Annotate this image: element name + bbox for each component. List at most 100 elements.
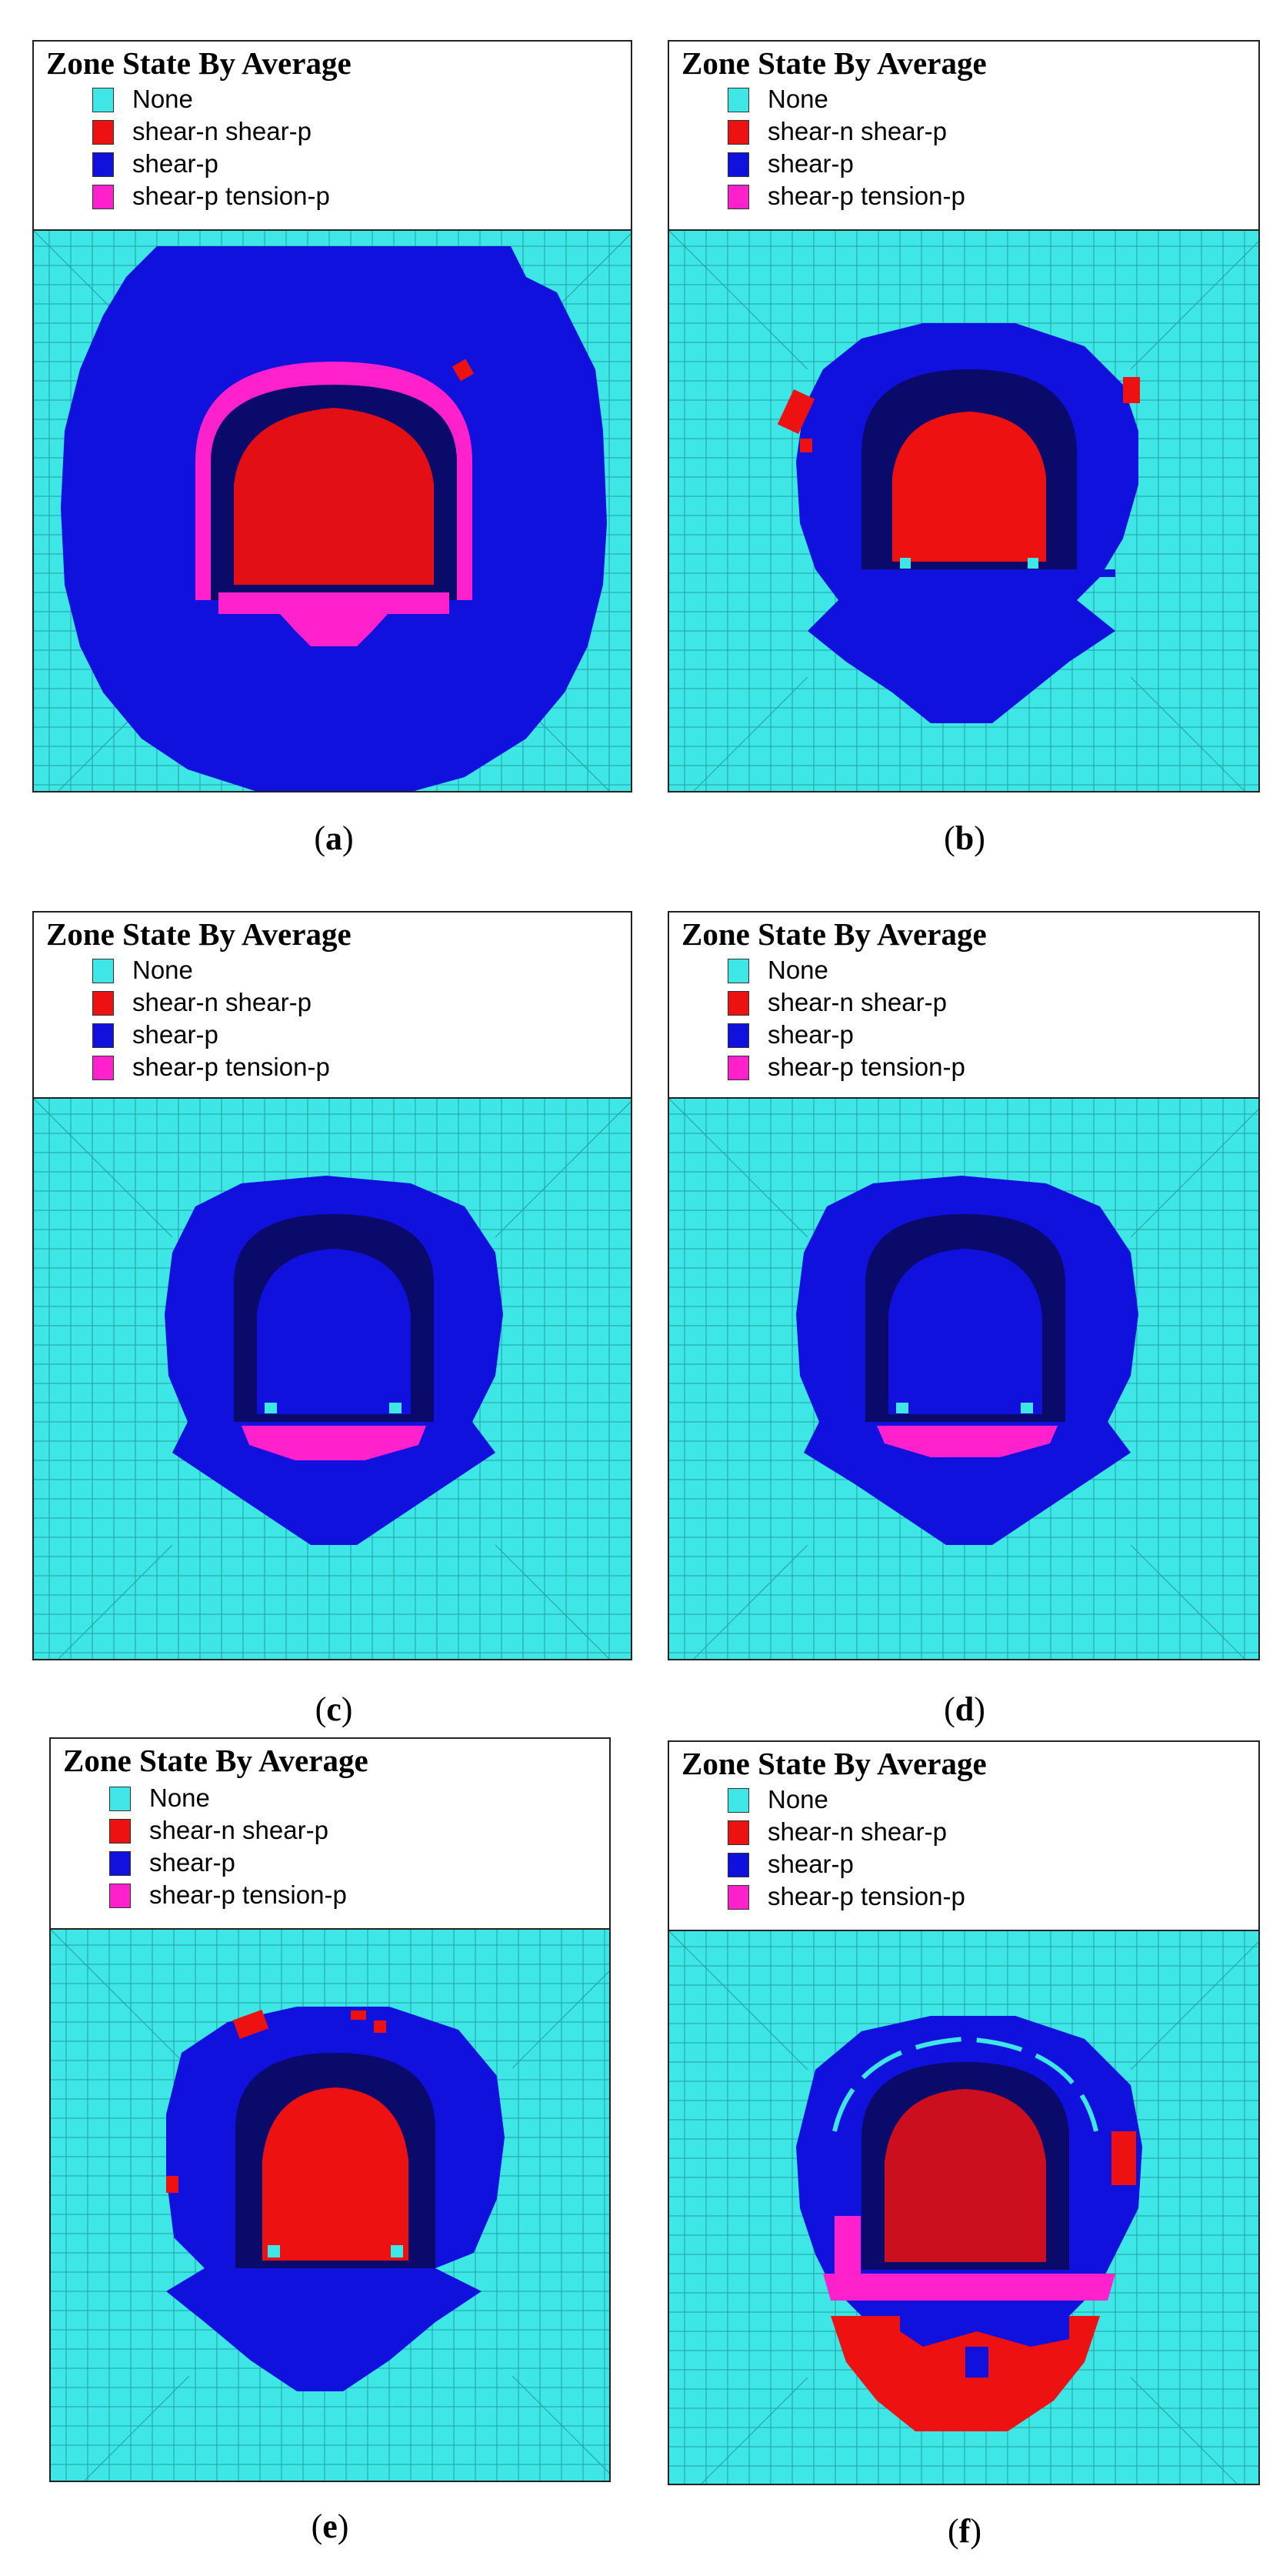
legend-swatch	[728, 185, 749, 209]
shear-n-patch	[374, 2020, 386, 2033]
legend-label: shear-n shear-p	[768, 117, 947, 145]
legend-label: shear-p tension-p	[132, 182, 330, 210]
legend-swatch	[92, 120, 114, 145]
legend-title: Zone State By Average	[681, 916, 987, 952]
zone-state-plot-f	[668, 1930, 1260, 2485]
legend-swatch	[92, 959, 114, 983]
shear-n-patch	[1111, 2131, 1136, 2185]
caption-c: (c)	[315, 1690, 353, 1728]
legend-label: shear-p tension-p	[768, 1053, 965, 1081]
zone-state-plot-b	[668, 229, 1260, 792]
legend-label: shear-p	[768, 1850, 854, 1878]
zone-mesh-b	[669, 231, 1258, 791]
legend: Zone State By Average None shear-n shear…	[668, 40, 1260, 229]
legend-label: shear-p tension-p	[149, 1880, 347, 1909]
panel-f: Zone State By Average None shear-n shear…	[668, 1740, 1260, 2571]
legend-label: None	[132, 956, 193, 984]
legend-swatch	[728, 1056, 749, 1080]
none-pocket-right	[391, 2245, 403, 2257]
legend-swatch	[728, 152, 749, 177]
caption-d: (d)	[944, 1690, 985, 1728]
shear-p-heel-patch	[900, 2308, 1069, 2347]
legend-swatch	[728, 1023, 749, 1048]
legend-title: Zone State By Average	[681, 45, 987, 81]
tension-side-left	[835, 2216, 861, 2277]
legend-swatch	[728, 991, 749, 1016]
legend-swatch	[109, 1851, 131, 1876]
legend-swatch	[728, 1820, 749, 1845]
caption-a: (a)	[314, 819, 354, 857]
zone-mesh-f	[669, 1931, 1258, 2484]
legend-label: shear-n shear-p	[132, 988, 312, 1016]
none-pocket-right	[1028, 558, 1038, 569]
legend-label: None	[132, 85, 193, 113]
legend: Zone State By Average None shear-n shear…	[668, 911, 1260, 1097]
none-pocket-left	[265, 1403, 277, 1413]
legend-swatch	[728, 88, 749, 112]
legend-label: None	[768, 1785, 828, 1814]
zone-mesh-a	[34, 231, 631, 791]
legend: Zone State By Average None shear-n shear…	[32, 40, 632, 229]
legend-label: shear-p tension-p	[768, 1882, 965, 1910]
shear-n-patch	[1123, 377, 1140, 403]
legend-label: None	[768, 85, 828, 113]
zone-state-plot-d	[668, 1097, 1260, 1660]
legend-swatch	[728, 1853, 749, 1877]
tension-invert	[877, 1426, 1058, 1457]
shear-n-shear-p-core	[885, 2089, 1046, 2262]
legend-swatch	[728, 1788, 749, 1813]
zone-mesh-e	[51, 1930, 609, 2481]
legend-swatch	[728, 1885, 749, 1910]
none-pocket-left	[900, 558, 911, 569]
legend-label: shear-p	[768, 149, 854, 178]
legend-swatch	[92, 152, 114, 177]
zone-state-plot-c	[32, 1097, 632, 1660]
legend-title: Zone State By Average	[46, 45, 352, 81]
legend-label: shear-p tension-p	[132, 1053, 330, 1081]
zone-mesh-d	[669, 1099, 1258, 1659]
panel-a: Zone State By Average None shear-n shear…	[32, 40, 632, 871]
zone-state-plot-e	[49, 1928, 611, 2482]
legend-swatch	[109, 1884, 131, 1908]
shear-n-patch	[452, 359, 475, 382]
legend-label: shear-p tension-p	[768, 182, 965, 210]
tension-invert	[823, 2274, 1115, 2301]
shear-p-heel-block	[965, 2347, 988, 2377]
legend-swatch	[92, 185, 114, 209]
legend-label: shear-p	[132, 1020, 218, 1049]
legend: Zone State By Average None shear-n shear…	[32, 911, 632, 1097]
panel-c: Zone State By Average None shear-n shear…	[32, 911, 632, 1742]
legend-swatch	[728, 120, 749, 145]
legend-swatch	[728, 959, 749, 983]
shear-n-shear-p-core	[234, 408, 434, 585]
tension-heel	[280, 614, 388, 646]
legend-swatch	[109, 1787, 131, 1811]
none-pocket-right	[389, 1403, 402, 1413]
invert-strip	[823, 569, 1115, 577]
legend-label: shear-p	[149, 1848, 235, 1877]
legend-title: Zone State By Average	[681, 1746, 987, 1781]
legend-swatch	[92, 88, 114, 112]
legend-title: Zone State By Average	[63, 1743, 368, 1778]
legend-label: shear-n shear-p	[149, 1816, 328, 1844]
legend-title: Zone State By Average	[46, 916, 352, 952]
legend-label: shear-p	[768, 1020, 854, 1049]
shear-n-shear-p-core	[892, 412, 1046, 562]
caption-f: (f)	[948, 2512, 981, 2550]
legend-swatch	[109, 1819, 131, 1844]
caption-e: (e)	[311, 2508, 349, 2545]
shear-n-patch	[777, 389, 815, 434]
panel-e: Zone State By Average None shear-n shear…	[49, 1737, 611, 2568]
tunnel-inner	[257, 1249, 411, 1414]
panel-d: Zone State By Average None shear-n shear…	[668, 911, 1260, 1742]
legend-label: shear-n shear-p	[768, 988, 947, 1016]
zone-state-plot-a	[32, 229, 632, 792]
shear-n-patch	[166, 2176, 178, 2193]
legend-swatch	[92, 1056, 114, 1080]
caption-b: (b)	[944, 819, 985, 857]
tunnel-inner	[888, 1249, 1042, 1414]
shear-n-shear-p-core	[262, 2087, 408, 2261]
legend: Zone State By Average None shear-n shear…	[49, 1737, 611, 1928]
legend: Zone State By Average None shear-n shear…	[668, 1740, 1260, 1930]
legend-swatch	[92, 991, 114, 1016]
